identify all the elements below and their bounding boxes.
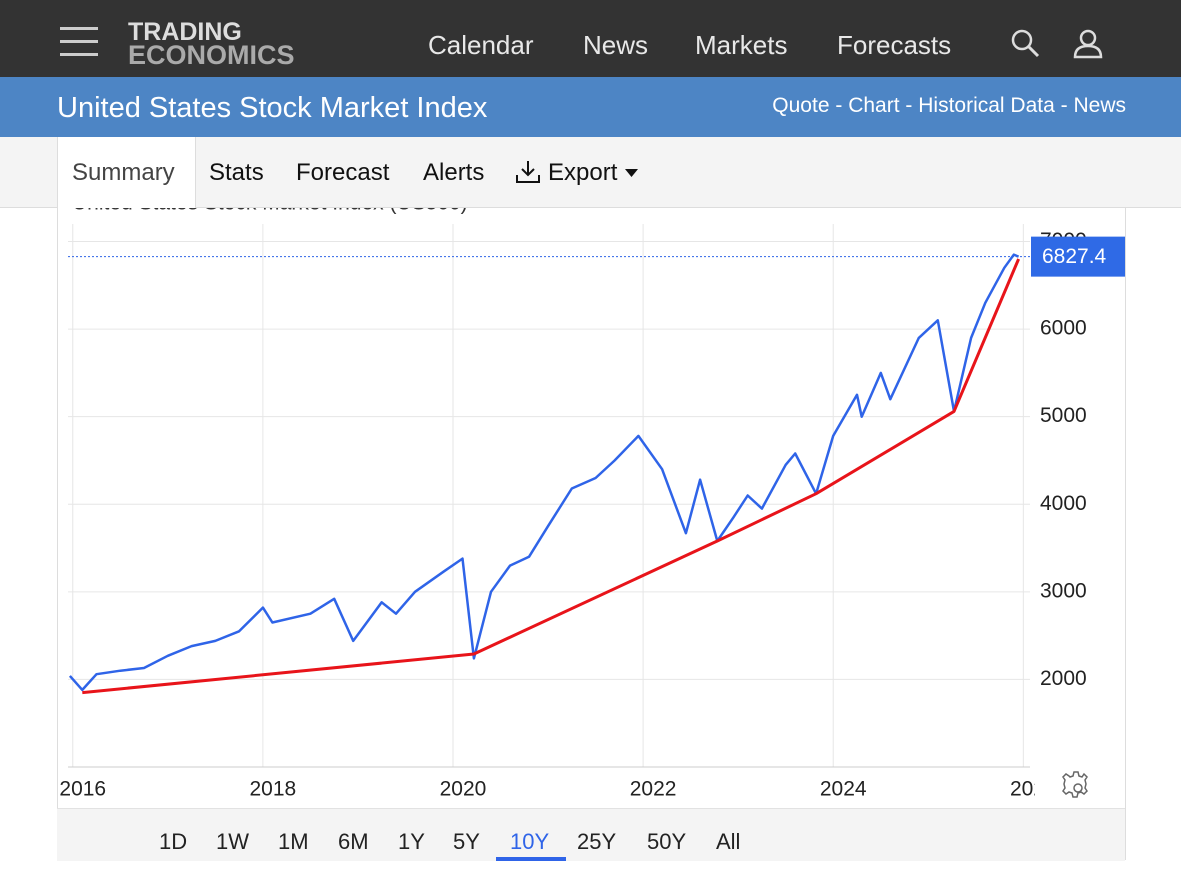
- range-button-selected[interactable]: 10Y: [510, 829, 550, 854]
- range-button[interactable]: All: [716, 829, 741, 854]
- x-tick-label: 2020: [440, 778, 487, 801]
- range-button[interactable]: 1M: [278, 829, 309, 854]
- y-tick-label: 3000: [1040, 579, 1087, 602]
- logo-bottom[interactable]: ECONOMICS: [128, 40, 295, 70]
- search-icon[interactable]: [1010, 28, 1040, 58]
- range-button[interactable]: 50Y: [647, 829, 687, 854]
- caret: [625, 169, 638, 177]
- range-button[interactable]: 6M: [338, 829, 369, 854]
- logo-top[interactable]: TRADING: [128, 18, 242, 46]
- user-icon[interactable]: [1072, 28, 1104, 60]
- range-button[interactable]: 1D: [159, 829, 188, 854]
- range-button[interactable]: 25Y: [577, 829, 617, 854]
- separator: -: [835, 94, 843, 117]
- tab[interactable]: Alerts: [423, 159, 485, 186]
- x-tick-label: 2018: [250, 778, 297, 801]
- last-price-box: [1031, 236, 1125, 277]
- y-tick-label: 5000: [1040, 404, 1087, 427]
- tab[interactable]: Stats: [209, 159, 264, 186]
- last-price-label: 6827.4: [1042, 245, 1107, 268]
- range-button[interactable]: 5Y: [453, 829, 480, 854]
- range-button[interactable]: 1W: [216, 829, 249, 854]
- nav-link[interactable]: Calendar: [428, 30, 534, 60]
- x-tick-label: 2022: [630, 778, 677, 801]
- header-link[interactable]: News: [1073, 94, 1126, 117]
- download-icon: [516, 161, 540, 183]
- active-tab-bg: [57, 137, 196, 208]
- title-bar: United States Stock Market Index Quote -…: [0, 77, 1181, 137]
- chart: United States Stock Market Index (US500)…: [59, 192, 1125, 801]
- header-links: Quote - Chart - Historical Data - News: [772, 94, 1126, 118]
- y-tick-label: 2000: [1040, 667, 1087, 690]
- nav-link[interactable]: Forecasts: [837, 30, 952, 60]
- header-link[interactable]: Chart: [848, 94, 900, 117]
- tab-bar: Summary Stats Forecast Alerts Export: [0, 137, 1181, 208]
- nav-link[interactable]: Markets: [695, 30, 788, 60]
- tab[interactable]: Forecast: [296, 159, 390, 186]
- tab[interactable]: Export: [548, 159, 618, 186]
- header-link[interactable]: Historical Data: [918, 94, 1055, 117]
- top-bar: TRADING ECONOMICS Calendar News Markets …: [0, 0, 1181, 77]
- selected-underline: [496, 857, 566, 861]
- header-link[interactable]: Quote: [772, 94, 830, 117]
- series-line: [68, 253, 1020, 692]
- x-tick-label: 2024: [820, 778, 867, 801]
- menu-icon[interactable]: [60, 27, 98, 57]
- tab[interactable]: Summary: [72, 159, 175, 186]
- series-line: [82, 258, 1020, 695]
- y-tick-label: 4000: [1040, 492, 1087, 515]
- settings-icon-center: [1073, 783, 1083, 793]
- range-bar: 1D 1W 1M 6M 1Y 5Y 10Y 25Y 50Y All: [57, 808, 1125, 861]
- x-tick-label: 2026: [1010, 778, 1057, 801]
- nav-link[interactable]: News: [583, 30, 649, 60]
- separator: -: [905, 94, 913, 117]
- range-button[interactable]: 1Y: [398, 829, 425, 854]
- y-tick-label: 6000: [1040, 317, 1087, 340]
- separator: -: [1060, 94, 1068, 117]
- page-title: United States Stock Market Index: [57, 92, 488, 124]
- x-tick-label: 2016: [59, 778, 106, 801]
